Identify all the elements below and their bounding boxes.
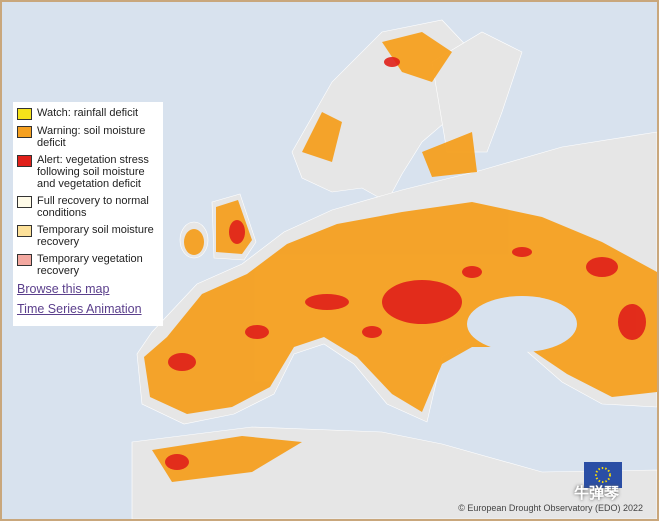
watermark: 牛弹琴	[574, 485, 620, 502]
legend: Watch: rainfall deficit Warning: soil moi…	[13, 102, 163, 326]
map-link[interactable]: Browse this map	[17, 282, 110, 296]
legend-item: Alert: vegetation stress following soil …	[17, 154, 159, 190]
legend-label: Warning: soil moisture deficit	[37, 125, 146, 149]
legend-swatch	[17, 225, 32, 237]
legend-item: Temporary soil moisture recovery	[17, 224, 159, 248]
legend-label: Watch: rainfall deficit	[37, 107, 139, 119]
legend-item: Full recovery to normal conditions	[17, 195, 159, 219]
legend-swatch	[17, 254, 32, 266]
legend-swatch	[17, 196, 32, 208]
legend-swatch	[17, 108, 32, 120]
drought-alert-areas	[165, 57, 646, 470]
legend-swatch	[17, 126, 32, 138]
legend-label: Alert: vegetation stress following soil …	[37, 154, 149, 190]
eu-flag	[584, 462, 622, 488]
legend-item: Watch: rainfall deficit	[17, 107, 159, 120]
legend-item: Temporary vegetation recovery	[17, 253, 159, 277]
black-sea	[467, 296, 577, 352]
legend-label: Full recovery to normal conditions	[37, 195, 149, 219]
legend-label: Temporary vegetation recovery	[37, 253, 143, 277]
map-link[interactable]: Time Series Animation	[17, 302, 142, 316]
legend-item: Warning: soil moisture deficit	[17, 125, 159, 149]
credit: © European Drought Observatory (EDO) 202…	[458, 503, 643, 513]
legend-swatch	[17, 155, 32, 167]
legend-label: Temporary soil moisture recovery	[37, 224, 154, 248]
